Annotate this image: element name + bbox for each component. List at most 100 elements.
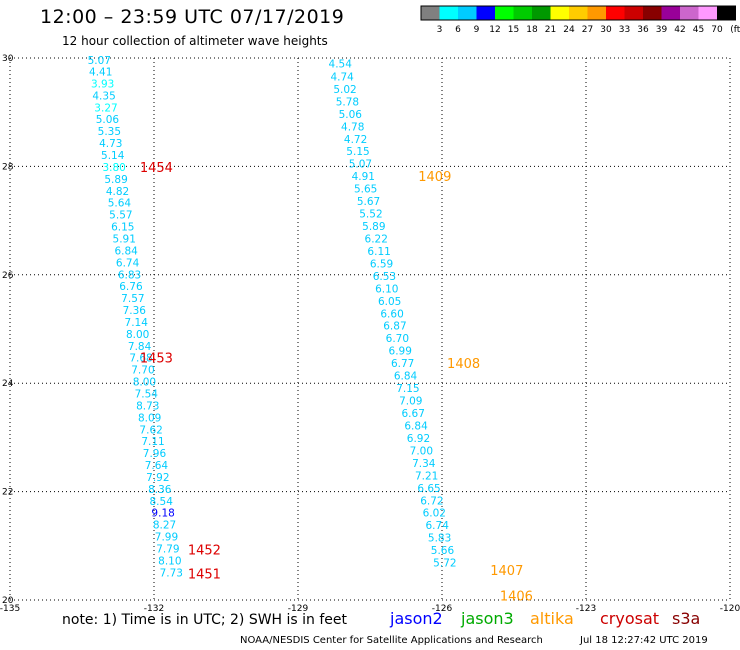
satellite-jason2: jason2 bbox=[390, 609, 443, 628]
swh-value: 8.27 bbox=[153, 520, 176, 532]
colorbar-label: 21 bbox=[545, 25, 556, 35]
satellite-altika: altika bbox=[530, 609, 574, 628]
swh-value: 7.70 bbox=[131, 365, 154, 377]
swh-value: 5.52 bbox=[359, 209, 382, 221]
swh-value: 6.70 bbox=[386, 333, 409, 345]
colorbar-unit: (ft) bbox=[730, 25, 740, 35]
colorbar-swatch bbox=[495, 6, 514, 20]
swh-value: 5.15 bbox=[346, 146, 369, 158]
colorbar-swatch bbox=[661, 6, 680, 20]
footer-timestamp: Jul 18 12:27:42 UTC 2019 bbox=[580, 635, 708, 646]
swh-value: 7.79 bbox=[156, 544, 179, 556]
swh-value: 5.07 bbox=[88, 55, 111, 67]
colorbar-swatch bbox=[569, 6, 588, 20]
swh-value: 4.73 bbox=[99, 138, 122, 150]
swh-value: 6.74 bbox=[426, 520, 450, 532]
swh-value: 8.36 bbox=[148, 484, 172, 496]
colorbar-label: 70 bbox=[711, 25, 723, 35]
x-tick-label: -129 bbox=[288, 604, 309, 614]
swh-value: 7.09 bbox=[399, 396, 422, 408]
y-tick-label: 22 bbox=[2, 488, 13, 498]
swh-value: 7.99 bbox=[155, 532, 178, 544]
swh-value: 6.59 bbox=[370, 258, 393, 270]
swh-value: 4.72 bbox=[344, 134, 367, 146]
swh-value: 7.96 bbox=[143, 448, 167, 460]
pass-time-label: 1407 bbox=[490, 564, 523, 579]
swh-value: 5.89 bbox=[104, 174, 127, 186]
swh-value: 8.73 bbox=[136, 400, 159, 412]
pass-time-label: 1451 bbox=[188, 567, 221, 582]
colorbar-label: 33 bbox=[619, 25, 630, 35]
colorbar-label: 24 bbox=[563, 25, 575, 35]
swh-value: 4.91 bbox=[352, 171, 375, 183]
swh-value: 7.54 bbox=[135, 388, 159, 400]
y-tick-label: 30 bbox=[2, 54, 14, 64]
swh-value: 5.06 bbox=[96, 114, 120, 126]
swh-value: 4.35 bbox=[92, 90, 115, 102]
y-tick-label: 20 bbox=[2, 596, 14, 606]
swh-value: 8.09 bbox=[138, 412, 161, 424]
pass-time-label: 1408 bbox=[447, 357, 480, 372]
swh-value: 5.78 bbox=[336, 96, 359, 108]
colorbar-swatch bbox=[717, 6, 736, 20]
colorbar-swatch bbox=[680, 6, 699, 20]
swh-value: 9.18 bbox=[151, 508, 174, 520]
swh-value: 4.54 bbox=[329, 58, 353, 70]
swh-value: 5.02 bbox=[333, 84, 356, 96]
x-tick-label: -123 bbox=[576, 604, 596, 614]
swh-value: 6.84 bbox=[394, 371, 418, 383]
colorbar-label: 39 bbox=[656, 25, 668, 35]
colorbar-label: 30 bbox=[600, 25, 612, 35]
colorbar-label: 6 bbox=[455, 25, 461, 35]
swh-value: 5.67 bbox=[357, 196, 380, 208]
swh-value: 6.99 bbox=[389, 346, 412, 358]
swh-value: 6.83 bbox=[118, 269, 141, 281]
swh-value: 7.11 bbox=[141, 436, 164, 448]
colorbar-swatch bbox=[458, 6, 477, 20]
swh-value: 6.76 bbox=[119, 281, 143, 293]
pass-time-label: 1406 bbox=[500, 590, 533, 605]
colorbar-swatch bbox=[587, 6, 606, 20]
swh-value: 6.22 bbox=[365, 233, 388, 245]
x-tick-label: -135 bbox=[0, 604, 20, 614]
satellite-jason3: jason3 bbox=[461, 609, 514, 628]
swh-value: 6.92 bbox=[407, 433, 430, 445]
pass-time-label: 1453 bbox=[140, 352, 173, 367]
legend-note: note: 1) Time is in UTC; 2) SWH is in fe… bbox=[62, 612, 348, 628]
colorbar-label: 42 bbox=[674, 25, 685, 35]
colorbar-swatch bbox=[439, 6, 458, 20]
colorbar-label: 9 bbox=[474, 25, 480, 35]
swh-value: 5.72 bbox=[433, 558, 456, 570]
swh-value: 6.11 bbox=[367, 246, 390, 258]
pass-time-label: 1409 bbox=[418, 170, 451, 185]
satellite-cryosat: cryosat bbox=[600, 609, 660, 628]
swh-value: 7.62 bbox=[139, 424, 162, 436]
swh-value: 6.72 bbox=[420, 495, 443, 507]
y-tick-label: 28 bbox=[2, 162, 14, 172]
satellite-s3a: s3a bbox=[672, 609, 701, 628]
swh-value: 4.74 bbox=[330, 71, 354, 83]
swh-value: 7.36 bbox=[123, 305, 147, 317]
swh-value: 6.05 bbox=[378, 296, 401, 308]
swh-value: 6.84 bbox=[114, 245, 138, 257]
swh-value: 5.57 bbox=[109, 210, 132, 222]
swh-value: 7.73 bbox=[160, 567, 183, 579]
swh-value: 3.80 bbox=[102, 162, 125, 174]
map-grid bbox=[9, 57, 731, 601]
swh-value: 5.06 bbox=[339, 109, 363, 121]
colorbar-swatch bbox=[698, 6, 717, 20]
swh-value: 5.35 bbox=[98, 126, 121, 138]
swh-value: 6.10 bbox=[375, 283, 398, 295]
swh-points: 5.074.413.934.353.275.065.354.735.143.80… bbox=[88, 55, 457, 579]
colorbar-label: 12 bbox=[489, 25, 500, 35]
colorbar-label: 3 bbox=[437, 25, 443, 35]
swh-value: 4.41 bbox=[89, 67, 112, 79]
map-axes: -135 -132 -129 -126 -123 -120 20 22 24 26 28 30 bbox=[0, 54, 740, 614]
x-tick-label: -120 bbox=[720, 604, 740, 614]
y-tick-label: 24 bbox=[2, 379, 14, 389]
swh-value: 7.57 bbox=[121, 293, 144, 305]
y-tick-label: 26 bbox=[2, 271, 14, 281]
x-tick-label: -126 bbox=[432, 604, 453, 614]
